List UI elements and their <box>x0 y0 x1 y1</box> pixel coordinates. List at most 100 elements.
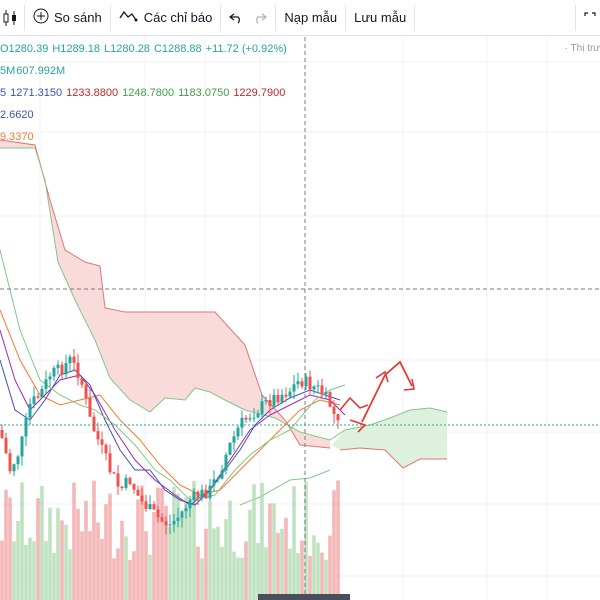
drawn-arrows[interactable] <box>339 360 415 433</box>
candle-body <box>116 473 120 487</box>
volume-bar <box>196 546 200 600</box>
candle-body <box>272 394 276 406</box>
candle-body <box>296 381 300 385</box>
candle-body <box>244 417 248 420</box>
compare-button[interactable]: So sánh <box>25 0 110 36</box>
candle-body <box>104 444 108 454</box>
ma-orange-row: 9.3370 <box>0 130 291 152</box>
volume-bar <box>84 501 88 600</box>
volume-bar <box>124 536 128 600</box>
candle-body <box>44 379 48 389</box>
volume-bar <box>156 487 160 600</box>
candle-body <box>96 431 100 440</box>
redo-icon <box>256 13 268 23</box>
volume-bar <box>12 541 16 600</box>
volume-prefix: 5M <box>0 65 16 77</box>
candle-body <box>20 436 24 457</box>
cloud-bullish <box>332 408 447 468</box>
volume-bar <box>136 499 140 600</box>
chart-toolbar: So sánh Các chỉ báo Nạp mẫu Lưu mẫu <box>0 0 600 36</box>
candle-body <box>4 437 8 454</box>
volume-bar <box>256 543 260 600</box>
volume-bar <box>184 497 188 600</box>
moving-averages <box>0 249 346 506</box>
volume-bar <box>176 493 180 600</box>
candle-body <box>336 414 340 421</box>
volume-bar <box>152 511 156 600</box>
candle-body <box>12 464 16 472</box>
candle-body <box>176 517 180 521</box>
volume-bar <box>268 503 272 600</box>
price-chart[interactable] <box>0 37 600 600</box>
candle-body <box>200 489 204 499</box>
candle-body <box>252 417 256 419</box>
candle-body <box>156 509 160 518</box>
candle-body <box>188 500 192 509</box>
candle-body <box>36 396 40 398</box>
candle-body <box>316 385 320 387</box>
ohlc-low: L1280.28 <box>104 43 150 55</box>
candle-body <box>136 489 140 496</box>
volume-bar <box>200 558 204 600</box>
volume-bar <box>160 488 164 600</box>
arrow-head-upper <box>375 370 389 383</box>
save-template-button[interactable]: Lưu mẫu <box>346 0 414 36</box>
candle-body <box>28 403 32 418</box>
load-template-label: Nạp mẫu <box>284 10 338 25</box>
volume-bar <box>100 538 104 600</box>
toolbar-divider <box>109 4 111 31</box>
add-circle-icon <box>33 8 49 27</box>
candle-body <box>32 396 36 404</box>
indicators-label: Các chỉ báo <box>143 10 213 25</box>
volume-bar <box>208 500 212 600</box>
candle-body <box>84 384 88 399</box>
ohlc-row: O1280.39 H1289.18 L1280.28 C1288.88 +11.72 (… <box>0 42 291 64</box>
candle-body <box>240 417 244 428</box>
volume-bar <box>284 517 288 600</box>
candle-body <box>108 453 112 473</box>
volume-bar <box>80 531 84 600</box>
candle-body <box>268 400 272 406</box>
volume-bar <box>104 504 108 600</box>
ichimoku-prefix: 5 <box>0 87 7 99</box>
volume-bar <box>304 481 308 600</box>
candle-body <box>284 394 288 397</box>
indicator-wave-icon <box>119 9 139 26</box>
toolbar-divider <box>220 4 222 31</box>
redo-button[interactable] <box>248 0 275 36</box>
candle-body <box>68 356 72 364</box>
volume-bar <box>296 553 300 600</box>
candle-body <box>288 391 292 397</box>
volume-bar <box>324 559 328 600</box>
ma-blue-row: 2.6620 <box>0 108 291 130</box>
toolbar-divider <box>414 4 416 31</box>
load-template-button[interactable]: Nạp mẫu <box>276 0 345 36</box>
volume-bar <box>96 522 100 600</box>
candle-body <box>212 479 216 486</box>
volume-bar <box>40 485 44 600</box>
volume-bar <box>312 535 316 600</box>
candle-body <box>72 356 76 363</box>
candle-body <box>328 392 332 407</box>
ichimoku-lagging: 1248.7800 <box>122 87 175 99</box>
ichimoku-cloud <box>0 139 448 506</box>
volume-bar <box>180 515 184 600</box>
volume-bar <box>16 521 20 600</box>
volume-bar <box>192 480 196 600</box>
candle-body <box>332 406 336 415</box>
fullscreen-button[interactable] <box>576 0 600 36</box>
ichimoku-row: 5 1271.3150 1233.8800 1248.7800 1183.0750 122… <box>0 86 291 108</box>
volume-bar <box>52 552 56 600</box>
candle-body <box>64 363 68 375</box>
candle-body <box>192 491 196 501</box>
undo-button[interactable] <box>221 0 248 36</box>
indicators-button[interactable]: Các chỉ báo <box>111 0 221 36</box>
volume-bar <box>212 528 216 600</box>
volume-bars <box>0 480 340 600</box>
ma-blue-line <box>0 359 341 506</box>
candle-body <box>168 524 172 526</box>
candle-body <box>112 472 116 474</box>
chart-type-button[interactable] <box>0 0 24 36</box>
candle-body <box>120 486 124 488</box>
volume-bar <box>264 547 268 600</box>
